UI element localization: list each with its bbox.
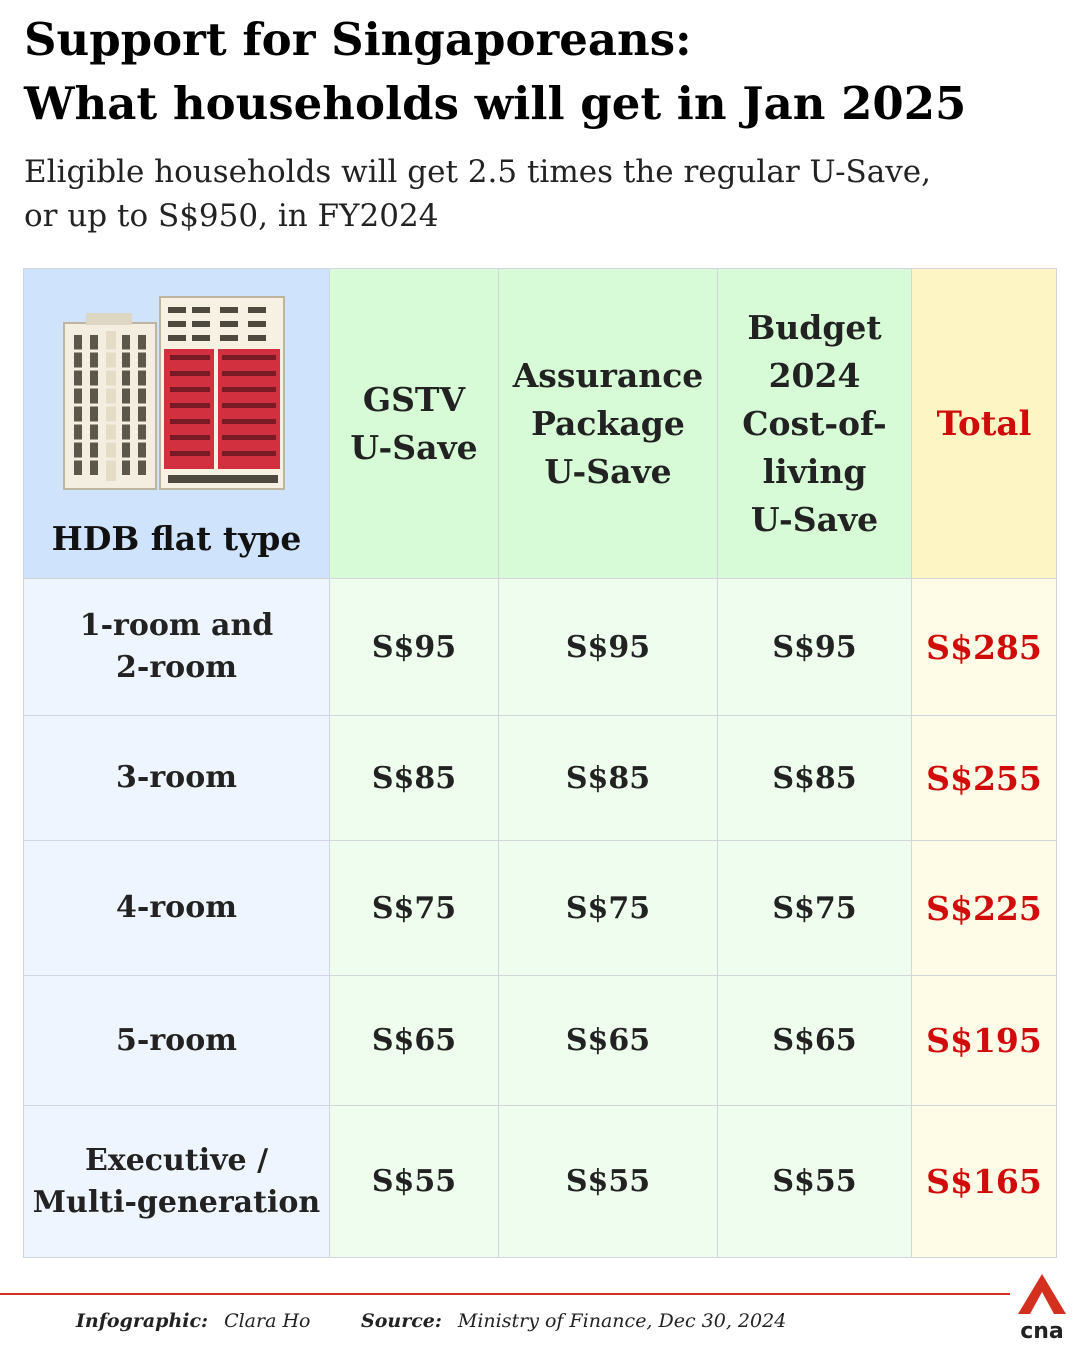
- budget-cell: S$85: [717, 715, 912, 841]
- title-line-2: What households will get in Jan 2025: [24, 77, 967, 130]
- header-gstv-line-2: U-Save: [350, 427, 478, 467]
- total-cell: S$195: [911, 975, 1057, 1106]
- budget-cell: S$75: [717, 840, 912, 976]
- gstv-cell: S$85: [329, 715, 499, 841]
- table-row: 4-room S$75 S$75 S$75 S$225: [23, 840, 1057, 976]
- subtitle: Eligible households will get 2.5 times t…: [24, 150, 1064, 238]
- flat-type-cell: 3-room: [23, 715, 330, 841]
- flat-type-line-1: Executive /: [84, 1142, 269, 1178]
- budget-cell: S$95: [717, 578, 912, 716]
- subtitle-line-1: Eligible households will get 2.5 times t…: [24, 154, 931, 190]
- assurance-cell: S$65: [498, 975, 718, 1106]
- flat-type-line-1: 5-room: [116, 1022, 237, 1058]
- header-budget-line-1: Budget: [747, 307, 882, 347]
- source-label: Source:: [361, 1310, 442, 1332]
- total-cell: S$285: [911, 578, 1057, 716]
- header-budget-line-5: U-Save: [750, 499, 879, 539]
- flat-type-line-1: 4-room: [116, 890, 237, 925]
- table-row: 3-room S$85 S$85 S$85 S$255: [23, 715, 1057, 841]
- header-assurance-line-2: Package: [531, 403, 685, 443]
- flat-type-cell: Executive / Multi-generation: [23, 1105, 330, 1258]
- support-table: HDB flat type GSTV U-Save Assurance Pack…: [23, 268, 1057, 1258]
- budget-cell: S$65: [717, 975, 912, 1106]
- flat-type-line-2: 2-room: [116, 650, 237, 685]
- header-budget: Budget 2024 Cost-of- living U-Save: [717, 268, 912, 579]
- header-assurance-line-1: Assurance: [512, 355, 704, 395]
- gstv-cell: S$55: [329, 1105, 499, 1258]
- header-flat-type-label: HDB flat type: [51, 519, 302, 558]
- gstv-cell: S$65: [329, 975, 499, 1106]
- assurance-cell: S$55: [498, 1105, 718, 1258]
- table-row: 5-room S$65 S$65 S$65 S$195: [23, 975, 1057, 1106]
- gstv-cell: S$95: [329, 578, 499, 716]
- infographic-label: Infographic:: [76, 1310, 209, 1332]
- title-line-1: Support for Singaporeans:: [24, 13, 692, 66]
- header-budget-line-4: living: [762, 451, 867, 491]
- flat-type-cell: 4-room: [23, 840, 330, 976]
- svg-text:cna: cna: [1020, 1319, 1064, 1342]
- total-cell: S$165: [911, 1105, 1057, 1258]
- source-text: Ministry of Finance, Dec 30, 2024: [457, 1310, 787, 1332]
- header-total: Total: [911, 268, 1057, 579]
- infographic-name: Clara Ho: [224, 1310, 311, 1332]
- table-row: 1-room and 2-room S$95 S$95 S$95 S$285: [23, 578, 1057, 716]
- flat-type-line-2: Multi-generation: [32, 1184, 321, 1220]
- header-assurance-line-3: U-Save: [544, 451, 672, 491]
- gstv-cell: S$75: [329, 840, 499, 976]
- total-cell: S$255: [911, 715, 1057, 841]
- page-title: Support for Singaporeans: What household…: [24, 8, 1064, 136]
- flat-type-cell: 1-room and 2-room: [23, 578, 330, 716]
- assurance-cell: S$85: [498, 715, 718, 841]
- infographic-credit: Infographic: Clara Ho: [76, 1310, 310, 1332]
- flat-type-line-1: 1-room and: [79, 608, 274, 643]
- header-flat-type: HDB flat type: [23, 268, 330, 579]
- flat-type-line-1: 3-room: [116, 760, 237, 795]
- footer-divider: [0, 1293, 1010, 1295]
- header-gstv: GSTV U-Save: [329, 268, 499, 579]
- flat-type-cell: 5-room: [23, 975, 330, 1106]
- cna-logo: cna cna: [1018, 1274, 1066, 1342]
- hdb-building-icon: [63, 296, 285, 490]
- assurance-cell: S$75: [498, 840, 718, 976]
- header-row: HDB flat type GSTV U-Save Assurance Pack…: [23, 268, 1057, 579]
- header-budget-line-3: Cost-of-: [742, 403, 887, 443]
- source-credit: Source: Ministry of Finance, Dec 30, 2024: [361, 1310, 786, 1332]
- header-assurance: Assurance Package U-Save: [498, 268, 718, 579]
- table-row: Executive / Multi-generation S$55 S$55 S…: [23, 1105, 1057, 1258]
- assurance-cell: S$95: [498, 578, 718, 716]
- subtitle-line-2: or up to S$950, in FY2024: [24, 198, 439, 234]
- budget-cell: S$55: [717, 1105, 912, 1258]
- header-gstv-line-1: GSTV: [362, 379, 466, 419]
- header-budget-line-2: 2024: [768, 355, 861, 395]
- total-cell: S$225: [911, 840, 1057, 976]
